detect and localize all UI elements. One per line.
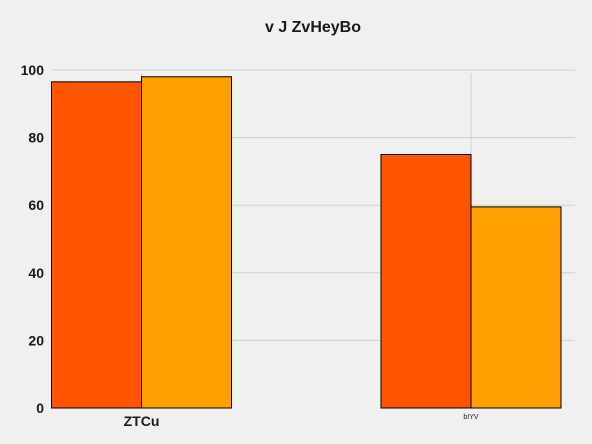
bar-ZTCu-series-2 [141,76,232,409]
y-axis-ticks: 0 20 40 60 80 100 [21,62,45,416]
x-axis-ticks: ZTCu bIYV [124,413,479,429]
x-tick-label: ZTCu [124,413,160,429]
y-tick-label: 60 [28,197,44,213]
y-tick-label: 20 [28,332,44,348]
bar-bIYV-series-2 [470,206,562,409]
y-tick-label: 80 [28,130,44,146]
y-tick-label: 40 [28,265,44,281]
bar-ZTCu-series-1 [51,81,142,409]
x-tick-label: bIYV [463,414,479,421]
y-tick-label: 100 [21,62,45,78]
chart-title: v J ZvHeyBo [265,19,361,36]
bars [51,76,562,409]
bar-bIYV-series-1 [380,154,472,409]
y-tick-label: 0 [36,400,44,416]
